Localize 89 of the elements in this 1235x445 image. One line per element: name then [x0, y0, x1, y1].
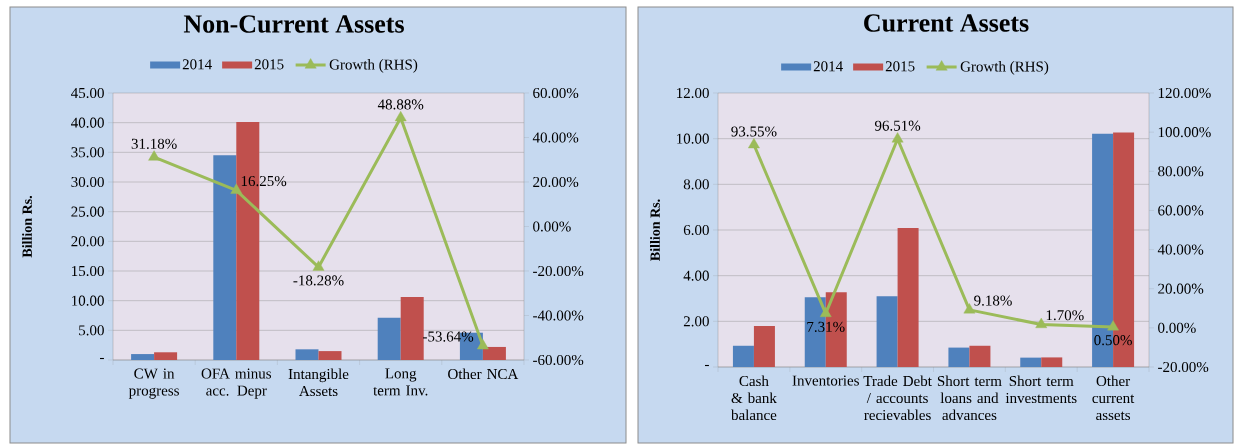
data-label: 0.50% [1094, 335, 1132, 346]
y-tick-label: 5.00 [79, 325, 104, 336]
y2-tick-label: 40.00% [1157, 244, 1204, 255]
y-tick-label: 40.00 [71, 117, 104, 128]
y-tick-label: 10.00 [677, 133, 709, 144]
y2-tick-label: 0.00% [533, 221, 571, 232]
point [963, 303, 976, 314]
point [819, 306, 832, 317]
legend-label: Growth (RHS) [329, 59, 418, 73]
y-tick-label: 12.00 [677, 87, 709, 99]
x-tick-label: Long term Inv. [373, 368, 428, 396]
y2-tick-label: -60.00% [533, 354, 584, 366]
point [1107, 320, 1119, 331]
point [891, 132, 904, 143]
data-label: -18.28% [293, 275, 344, 286]
bar [213, 155, 237, 360]
y2-tick-label: -20.00% [1158, 361, 1209, 373]
y2-tick-label: 20.00% [533, 176, 579, 188]
bar [753, 325, 775, 367]
bar [969, 345, 991, 367]
y2-tick-label: 120.00% [1158, 87, 1211, 99]
point [394, 111, 407, 122]
data-label: 7.31% [807, 321, 845, 332]
y-tick-label: 30.00 [71, 176, 104, 188]
y2-tick-label: 60.00% [533, 87, 579, 99]
bar [377, 317, 401, 360]
y-tick-label: 10.00 [72, 295, 104, 306]
point [1035, 317, 1048, 328]
data-label: 93.55% [731, 126, 777, 137]
y-tick-label: 2.00 [683, 316, 709, 327]
legend-label: 2014 [813, 61, 843, 72]
y-axis-title: Billion Rs. [650, 199, 660, 261]
legend-label: 2015 [885, 61, 915, 72]
x-tick-label: Short term loans and advances [937, 375, 1002, 421]
y-tick-label: 6.00 [683, 224, 709, 236]
x-tick-label: Short term investments [1005, 375, 1077, 404]
data-label: 31.18% [131, 138, 177, 149]
legend-label: 2015 [254, 59, 284, 70]
bar [948, 347, 970, 367]
legend-label: 2014 [182, 59, 212, 70]
bar [400, 297, 424, 360]
y2-tick-label: 80.00% [1158, 166, 1204, 177]
y-tick-label: 35.00 [71, 147, 104, 158]
y-tick-label: 25.00 [71, 206, 104, 217]
point [477, 339, 489, 350]
y2-tick-label: 20.00% [1158, 283, 1204, 294]
bar [131, 354, 155, 360]
bar [732, 345, 754, 367]
point [312, 260, 325, 271]
y2-tick-label: -20.00% [533, 265, 584, 277]
y-tick-label: 45.00 [71, 87, 104, 99]
x-tick-label: Trade Debt / accounts recievables [863, 375, 932, 421]
x-tick-label: Other NCA [448, 368, 519, 380]
x-tick-label: Inventories [792, 375, 859, 386]
y2-tick-label: 60.00% [1158, 205, 1204, 216]
point [748, 138, 760, 149]
bar [295, 349, 319, 360]
bar [1020, 357, 1042, 367]
y2-tick-label: 40.00% [532, 132, 579, 143]
y-tick-label: 4.00 [683, 270, 709, 281]
bar [482, 346, 506, 360]
x-tick-label: CW in progress [128, 368, 179, 399]
x-tick-label: Other current assets [1092, 375, 1135, 421]
x-tick-label: Cash & bank balance [731, 375, 777, 421]
y-tick-label: 8.00 [683, 179, 709, 190]
y2-tick-label: 100.00% [1158, 127, 1211, 138]
data-label: 96.51% [874, 120, 921, 131]
data-label: 1.70% [1046, 310, 1084, 321]
point [230, 183, 243, 194]
data-label: 9.18% [974, 295, 1012, 306]
bar [1041, 357, 1063, 367]
y-tick-label: 20.00 [71, 236, 104, 247]
bar [876, 296, 898, 367]
chart-title: Non-Current Assets [183, 15, 404, 33]
bar [318, 351, 342, 360]
y2-tick-label: -40.00% [533, 310, 584, 321]
y-axis-title: Billion Rs. [22, 195, 32, 258]
point [148, 150, 160, 161]
bar [897, 227, 919, 367]
y-tick-label: 15.00 [72, 265, 104, 277]
data-label: 48.88% [377, 99, 424, 110]
x-tick-label: OFA minus acc. Depr [201, 368, 272, 399]
bar [154, 352, 178, 360]
legend-label: Growth (RHS) [960, 61, 1049, 75]
y-tick-label: - [100, 357, 104, 360]
chart-title: Current Assets [864, 14, 1029, 32]
y-tick-label: - [705, 364, 709, 367]
y2-tick-label: 0.00% [1158, 322, 1196, 333]
x-tick-label: Intangible Assets [288, 368, 349, 397]
